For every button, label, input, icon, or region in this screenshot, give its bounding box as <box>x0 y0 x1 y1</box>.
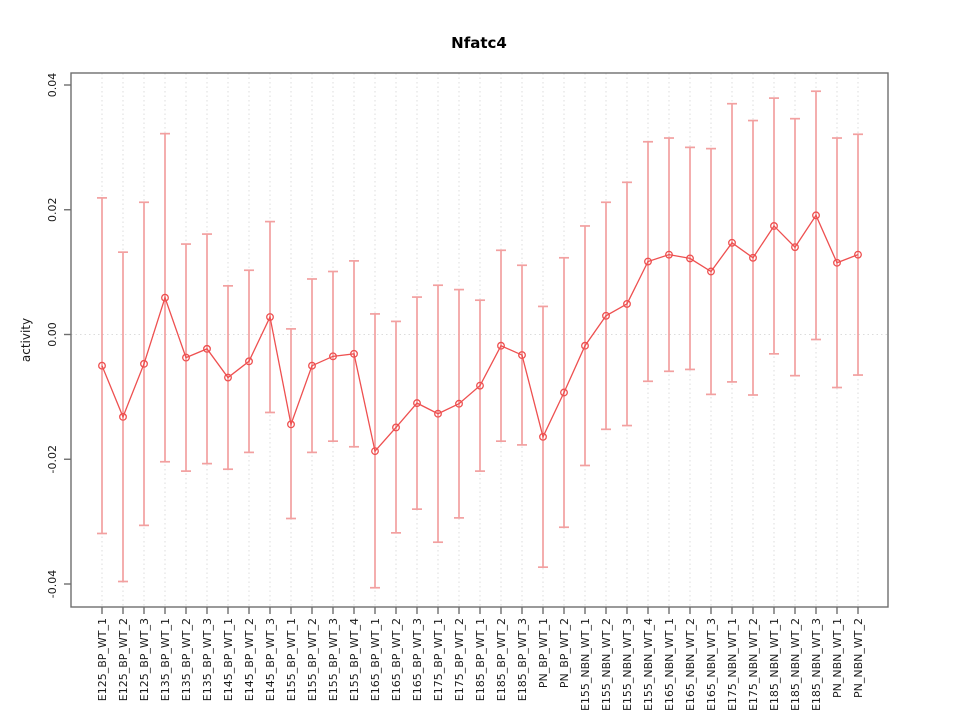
x-tick-label: E145_BP_WT_1 <box>222 618 235 701</box>
data-point <box>434 409 442 418</box>
data-point <box>245 357 253 366</box>
x-tick-label: E175_NBN_WT_1 <box>726 618 739 711</box>
x-tick-label: E165_BP_WT_3 <box>411 618 424 701</box>
x-tick-label: E185_BP_WT_3 <box>516 618 529 701</box>
x-tick-label: E155_BP_WT_1 <box>285 618 298 701</box>
data-point <box>119 412 127 421</box>
data-point <box>581 341 589 350</box>
x-tick-label: E185_NBN_WT_1 <box>768 618 781 711</box>
x-tick-label: E165_BP_WT_2 <box>390 618 403 701</box>
data-point <box>455 399 463 408</box>
x-tick-label: E185_BP_WT_2 <box>495 618 508 701</box>
x-tick-label: E145_BP_WT_2 <box>243 618 256 701</box>
y-tick-label: -0.04 <box>46 570 59 598</box>
x-tick-label: E155_BP_WT_2 <box>306 618 319 701</box>
data-point <box>854 250 862 259</box>
x-tick-label: E125_BP_WT_1 <box>96 618 109 701</box>
data-point <box>140 359 148 368</box>
data-point <box>287 420 295 429</box>
data-point <box>413 399 421 408</box>
x-tick-label: E135_BP_WT_1 <box>159 618 172 701</box>
data-point <box>602 311 610 320</box>
x-tick-label: E155_NBN_WT_1 <box>579 618 592 711</box>
data-point <box>182 353 190 362</box>
x-tick-label: E175_NBN_WT_2 <box>747 618 760 711</box>
data-point <box>161 293 169 302</box>
x-tick-label: E155_NBN_WT_4 <box>642 618 655 711</box>
data-point <box>497 341 505 350</box>
x-tick-label: E185_NBN_WT_2 <box>789 618 802 711</box>
data-point <box>770 222 778 230</box>
x-tick-label: E125_BP_WT_2 <box>117 618 130 701</box>
x-tick-label: E125_BP_WT_3 <box>138 618 151 701</box>
chart-title: Nfatc4 <box>451 34 507 52</box>
x-tick-label: E155_NBN_WT_2 <box>600 618 613 711</box>
x-tick-label: E155_BP_WT_3 <box>327 618 340 701</box>
x-tick-label: PN_NBN_WT_2 <box>852 618 865 698</box>
x-tick-label: E135_BP_WT_2 <box>180 618 193 701</box>
x-tick-label: E175_BP_WT_1 <box>432 618 445 701</box>
x-tick-label: E155_BP_WT_4 <box>348 618 361 701</box>
data-point <box>791 243 799 252</box>
data-point <box>623 299 631 308</box>
data-point <box>308 361 316 370</box>
data-point <box>203 344 211 353</box>
data-point <box>812 211 820 220</box>
x-tick-label: PN_BP_WT_2 <box>558 618 571 688</box>
data-point <box>539 432 547 441</box>
x-tick-label: E165_NBN_WT_3 <box>705 618 718 711</box>
x-tick-label: E135_BP_WT_3 <box>201 618 214 701</box>
data-point <box>749 253 757 262</box>
x-tick-label: E175_BP_WT_2 <box>453 618 466 701</box>
x-tick-label: E185_BP_WT_1 <box>474 618 487 701</box>
data-point <box>644 257 652 266</box>
axis-layer: 0.04 0.02 0.00 -0.02 -0.04 E125_BP_WT_1 E125_B… <box>46 72 889 711</box>
x-tick-label: E185_NBN_WT_3 <box>810 618 823 711</box>
x-tick-label: E145_BP_WT_3 <box>264 618 277 701</box>
data-point <box>560 388 568 397</box>
x-tick-label: E155_NBN_WT_3 <box>621 618 634 711</box>
y-tick-label: -0.02 <box>46 445 59 473</box>
data-point <box>728 238 736 247</box>
data-point <box>392 423 400 432</box>
x-tick-label: E165_NBN_WT_2 <box>684 618 697 711</box>
series-layer <box>98 211 862 456</box>
x-tick-label: PN_NBN_WT_1 <box>831 618 844 698</box>
data-point <box>224 373 232 382</box>
x-tick-label: PN_BP_WT_1 <box>537 618 550 688</box>
y-tick-label: 0.04 <box>46 73 59 98</box>
data-point <box>329 352 337 361</box>
data-point <box>350 349 358 358</box>
data-point <box>665 250 673 259</box>
y-tick-label: 0.00 <box>46 322 59 347</box>
data-point <box>98 361 106 370</box>
y-axis-title: activity <box>19 318 33 362</box>
x-tick-label: E165_NBN_WT_1 <box>663 618 676 711</box>
data-point <box>833 258 841 267</box>
data-point <box>686 254 694 263</box>
data-point <box>476 381 484 390</box>
data-point <box>371 447 379 456</box>
data-point <box>707 267 715 276</box>
y-tick-label: 0.02 <box>46 198 59 223</box>
x-tick-label: E165_BP_WT_1 <box>369 618 382 701</box>
error-bar-layer <box>97 90 863 589</box>
data-point <box>266 313 274 321</box>
data-point <box>518 351 526 360</box>
series-line <box>101 214 859 453</box>
